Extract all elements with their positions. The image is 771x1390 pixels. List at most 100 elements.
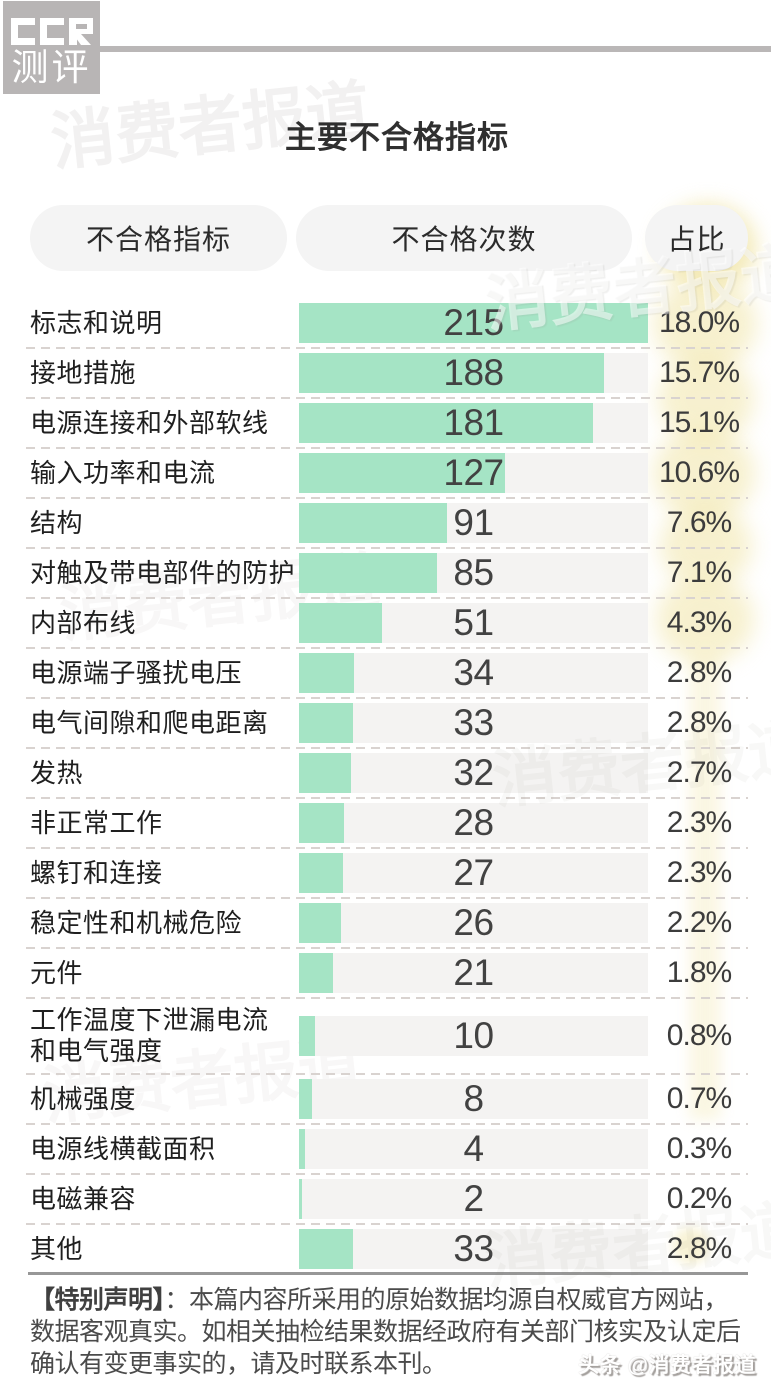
bar-track: 10 xyxy=(299,1015,648,1056)
bar xyxy=(299,853,343,893)
row-percent: 15.7% xyxy=(658,356,740,389)
byline-stamp: 头条 @消费者报道 xyxy=(578,1354,756,1377)
bar-count: 2 xyxy=(463,1178,484,1219)
bar-track: 51 xyxy=(299,602,648,643)
row-label: 稳定性和机械危险 xyxy=(30,907,243,938)
row-label: 螺钉和连接 xyxy=(30,857,163,888)
row-label: 非正常工作 xyxy=(30,807,163,838)
table-row: 电源端子骚扰电压 34 2.8% xyxy=(0,647,771,698)
row-percent: 2.7% xyxy=(666,756,732,789)
row-percent: 15.1% xyxy=(658,406,740,439)
row-label: 发热 xyxy=(30,757,84,788)
table-row: 接地措施 188 15.7% xyxy=(0,347,771,398)
bar xyxy=(299,403,593,443)
bar xyxy=(299,303,648,343)
header-rule xyxy=(100,46,771,52)
bar-track: 8 xyxy=(299,1078,648,1119)
bar-track: 2 xyxy=(299,1178,648,1219)
table-row: 输入功率和电流 127 10.6% xyxy=(0,447,771,498)
row-percent: 7.1% xyxy=(666,556,732,589)
disclaimer-prefix: 【特别声明】 xyxy=(30,1286,165,1314)
bar-count: 8 xyxy=(463,1078,484,1119)
row-label: 机械强度 xyxy=(30,1083,137,1114)
bar xyxy=(299,953,334,993)
row-percent: 2.2% xyxy=(666,906,732,939)
bar-count: 181 xyxy=(443,402,504,443)
bar-count: 4 xyxy=(463,1128,484,1169)
disclaimer-text: ：本篇内容所采用的原始数据均源自权威官方网站， xyxy=(164,1286,729,1314)
row-label: 电磁兼容 xyxy=(30,1183,137,1214)
row-label: 接地措施 xyxy=(30,357,137,388)
table-row: 结构 91 7.6% xyxy=(0,497,771,548)
row-label: 输入功率和电流 xyxy=(30,457,216,488)
table-row: 其他 33 2.8% xyxy=(0,1223,771,1274)
bar xyxy=(299,803,345,843)
bar xyxy=(299,903,342,943)
bar xyxy=(299,753,351,793)
bar xyxy=(299,603,382,643)
bar xyxy=(299,703,353,743)
row-label: 电气间隙和爬电距离 xyxy=(30,707,269,738)
footer-divider xyxy=(28,1272,748,1275)
bar-track: 188 xyxy=(299,352,648,393)
row-label: 工作温度下泄漏电流 和电气强度 xyxy=(30,1005,269,1066)
bar xyxy=(299,653,355,693)
bar-count: 27 xyxy=(453,852,494,893)
disclaimer-line: 确认有变更事实的，请及时联系本刊。 xyxy=(30,1350,447,1378)
bar-track: 215 xyxy=(299,302,648,343)
bar xyxy=(299,503,447,543)
bar-track: 27 xyxy=(299,852,648,893)
ccr-logo-letters xyxy=(10,18,93,45)
bar-count: 33 xyxy=(453,702,494,743)
table-row: 电气间隙和爬电距离 33 2.8% xyxy=(0,697,771,748)
row-percent: 18.0% xyxy=(658,306,740,339)
row-percent: 0.3% xyxy=(666,1132,732,1165)
table-row: 机械强度 8 0.7% xyxy=(0,1073,771,1124)
table-row: 工作温度下泄漏电流 和电气强度 10 0.8% xyxy=(0,997,771,1074)
row-label: 电源线横截面积 xyxy=(30,1133,216,1164)
row-percent: 2.3% xyxy=(666,806,732,839)
bar xyxy=(299,1016,316,1056)
row-percent: 2.8% xyxy=(666,656,732,689)
bar-track: 33 xyxy=(299,702,648,743)
bar-count: 127 xyxy=(443,452,504,493)
bar-count: 26 xyxy=(453,902,494,943)
bar-track: 127 xyxy=(299,452,648,493)
row-percent: 2.3% xyxy=(666,856,732,889)
header-percent: 占比 xyxy=(645,205,748,271)
bar xyxy=(299,353,605,393)
table-header: 不合格指标 不合格次数 占比 xyxy=(0,205,771,271)
disclaimer: 【特别声明】：本篇内容所采用的原始数据均源自权威官方网站， 数据客观真实。如相关… xyxy=(30,1284,754,1380)
bar-track: 32 xyxy=(299,752,648,793)
table-row: 电源连接和外部软线 181 15.1% xyxy=(0,397,771,448)
table-row: 电磁兼容 2 0.2% xyxy=(0,1173,771,1224)
bar-count: 10 xyxy=(453,1015,494,1056)
row-percent: 4.3% xyxy=(666,606,732,639)
bar-track: 28 xyxy=(299,802,648,843)
bar-track: 4 xyxy=(299,1128,648,1169)
row-label: 元件 xyxy=(30,957,84,988)
row-label: 电源连接和外部软线 xyxy=(30,407,269,438)
bar-track: 34 xyxy=(299,652,648,693)
row-percent: 10.6% xyxy=(658,456,740,489)
table-row: 电源线横截面积 4 0.3% xyxy=(0,1123,771,1174)
bar-track: 91 xyxy=(299,502,648,543)
bar-count: 51 xyxy=(453,602,494,643)
row-label: 其他 xyxy=(30,1233,84,1264)
bar-count: 34 xyxy=(453,652,494,693)
bar-count: 28 xyxy=(453,802,494,843)
header-indicator: 不合格指标 xyxy=(30,205,287,271)
row-percent: 2.8% xyxy=(666,706,732,739)
bar xyxy=(299,1129,306,1169)
row-label: 标志和说明 xyxy=(30,307,163,338)
ccr-logo-cn: 测评 xyxy=(11,47,92,88)
row-percent: 1.8% xyxy=(666,956,732,989)
row-percent: 0.8% xyxy=(666,1019,732,1052)
bar-track: 181 xyxy=(299,402,648,443)
bar-count: 21 xyxy=(453,952,494,993)
table-row: 非正常工作 28 2.3% xyxy=(0,797,771,848)
bar-count: 32 xyxy=(453,752,494,793)
bar xyxy=(299,1079,312,1119)
row-label: 内部布线 xyxy=(30,607,137,638)
